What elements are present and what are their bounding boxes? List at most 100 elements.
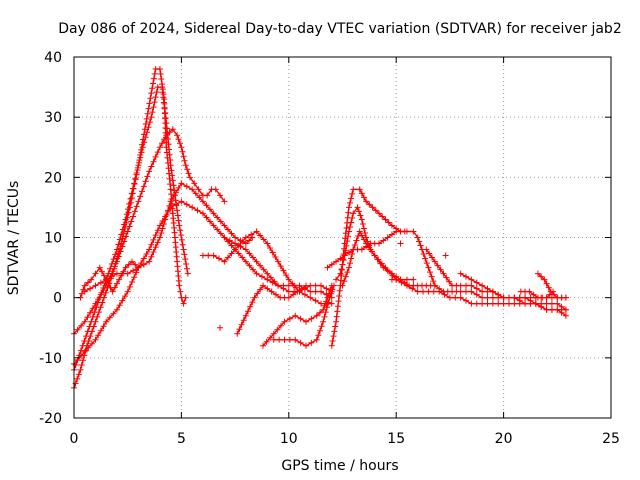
data-point (180, 153, 187, 160)
data-point (312, 288, 319, 295)
data-point (511, 300, 518, 307)
data-point (558, 309, 565, 316)
data-point (345, 209, 352, 216)
data-point (138, 260, 145, 267)
data-point (110, 310, 117, 317)
data-point (416, 238, 423, 245)
data-point (362, 229, 369, 236)
data-point (112, 251, 119, 258)
data-point (167, 181, 174, 188)
data-point (119, 226, 126, 233)
data-point (331, 328, 338, 335)
data-point (484, 285, 491, 292)
data-point (308, 315, 315, 322)
data-point (88, 340, 95, 347)
x-tick-label: 15 (387, 431, 405, 447)
data-point (254, 290, 261, 297)
data-point (175, 217, 182, 224)
data-point (182, 256, 189, 263)
data-point (434, 262, 441, 269)
data-point (323, 285, 330, 292)
data-point (105, 280, 112, 287)
data-point (420, 251, 427, 258)
data-point (203, 202, 210, 209)
data-point (150, 80, 157, 87)
data-point (443, 274, 450, 281)
data-point (109, 268, 116, 275)
data-point (431, 258, 438, 265)
data-point (183, 265, 190, 272)
data-point (345, 249, 352, 256)
data-point (92, 336, 99, 343)
data-point (121, 221, 128, 228)
data-point (401, 279, 408, 286)
data-point (345, 204, 352, 211)
axis-ticks (73, 56, 612, 419)
data-point (297, 339, 304, 346)
data-point (425, 264, 432, 271)
data-point (342, 273, 349, 280)
data-point (281, 318, 288, 325)
data-point (174, 212, 181, 219)
data-point (148, 90, 155, 97)
data-point (526, 288, 533, 295)
data-point (324, 304, 331, 311)
data-point (78, 290, 85, 297)
data-point (276, 336, 283, 343)
data-point (156, 222, 163, 229)
data-point (489, 288, 496, 295)
data-point (283, 272, 290, 279)
series-arc-7 (199, 228, 335, 307)
data-point (363, 198, 370, 205)
data-point (205, 252, 212, 259)
data-point (204, 192, 211, 199)
data-point (242, 258, 249, 265)
data-point (128, 258, 135, 265)
data-point (148, 253, 155, 260)
data-point (313, 312, 320, 319)
data-point (401, 228, 408, 235)
data-point (177, 227, 184, 234)
data-point (192, 190, 199, 197)
data-point (246, 250, 253, 257)
data-point (422, 255, 429, 262)
data-point (446, 294, 453, 301)
data-point (312, 297, 319, 304)
data-point (124, 270, 131, 277)
data-point (532, 300, 539, 307)
data-point (358, 190, 365, 197)
data-point (500, 294, 507, 301)
series-layer (71, 66, 569, 391)
grid-lines (74, 57, 611, 418)
data-point (141, 126, 148, 133)
data-point (270, 330, 277, 337)
data-point (558, 303, 565, 310)
data-point (196, 194, 203, 201)
data-point (78, 322, 85, 329)
data-point (236, 326, 243, 333)
data-point (347, 199, 354, 206)
x-tick-label: 10 (280, 431, 298, 447)
data-point (274, 326, 281, 333)
data-point (423, 260, 430, 267)
data-point (307, 288, 314, 295)
data-point (118, 231, 125, 238)
data-point (154, 149, 161, 156)
data-point (228, 250, 235, 257)
data-point (166, 151, 173, 158)
data-point (473, 279, 480, 286)
data-point (135, 264, 142, 271)
data-point (166, 129, 173, 136)
data-point (301, 291, 308, 298)
data-point (108, 273, 115, 280)
data-point (275, 282, 282, 289)
data-point (298, 285, 305, 292)
y-tick-label: -10 (39, 351, 62, 367)
data-point (84, 314, 91, 321)
outlier-point (217, 324, 224, 331)
data-point (246, 237, 253, 244)
data-point (337, 270, 344, 277)
data-point (156, 234, 163, 241)
data-point (75, 371, 82, 378)
data-point (355, 208, 362, 215)
